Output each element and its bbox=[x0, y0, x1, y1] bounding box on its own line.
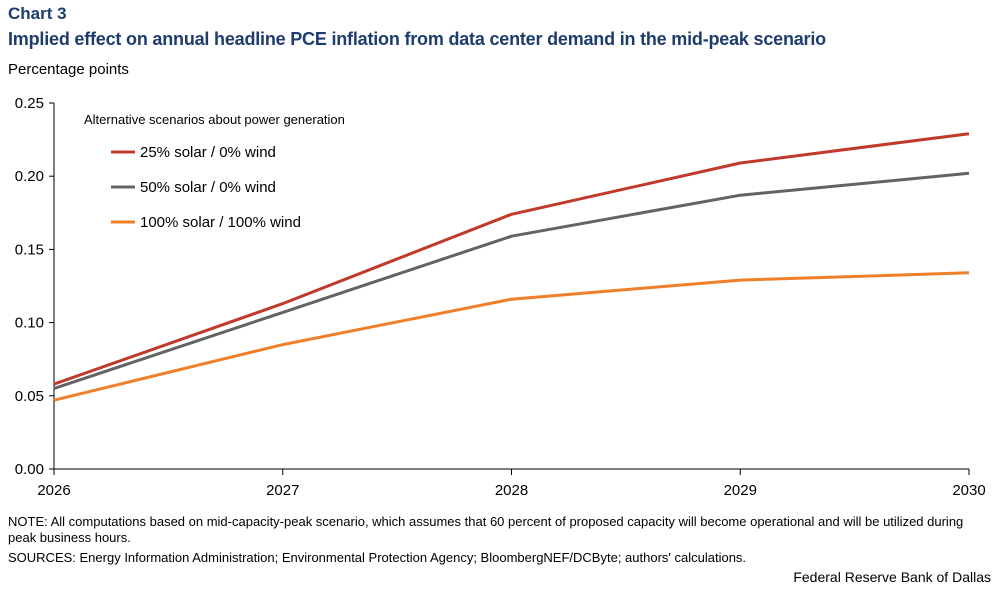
x-tick-label: 2026 bbox=[37, 482, 70, 499]
legend-label-1: 25% solar / 0% wind bbox=[140, 144, 276, 161]
series-line-1 bbox=[53, 132, 970, 386]
chart-note: NOTE: All computations based on mid-capa… bbox=[8, 514, 964, 545]
x-tick-label: 2029 bbox=[724, 482, 757, 499]
y-axis: 0.00 0.05 0.10 0.15 0.20 0.25 bbox=[15, 95, 55, 478]
legend: Alternative scenarios about power genera… bbox=[84, 112, 345, 231]
y-tick-label: 0.25 bbox=[15, 95, 44, 112]
legend-label-3: 100% solar / 100% wind bbox=[140, 214, 301, 231]
y-tick-label: 0.20 bbox=[15, 168, 44, 185]
y-axis-unit-label: Percentage points bbox=[8, 61, 129, 78]
series-lines bbox=[53, 132, 970, 402]
x-tick-label: 2028 bbox=[495, 482, 528, 499]
chart-title: Implied effect on annual headline PCE in… bbox=[8, 29, 826, 49]
series-line-2 bbox=[53, 171, 970, 390]
y-tick-label: 0.00 bbox=[15, 461, 44, 478]
x-axis: 2026 2027 2028 2029 2030 bbox=[37, 468, 986, 499]
y-tick-label: 0.10 bbox=[15, 315, 44, 332]
y-tick-label: 0.15 bbox=[15, 241, 44, 258]
legend-label-2: 50% solar / 0% wind bbox=[140, 179, 276, 196]
chart-sources: SOURCES: Energy Information Administrati… bbox=[8, 550, 747, 565]
series-line-3 bbox=[53, 271, 970, 402]
chart-credit: Federal Reserve Bank of Dallas bbox=[793, 569, 991, 585]
legend-title: Alternative scenarios about power genera… bbox=[84, 112, 345, 127]
chart-label: Chart 3 bbox=[8, 4, 67, 23]
y-tick-label: 0.05 bbox=[15, 388, 44, 405]
x-tick-label: 2030 bbox=[952, 482, 985, 499]
x-tick-label: 2027 bbox=[266, 482, 299, 499]
